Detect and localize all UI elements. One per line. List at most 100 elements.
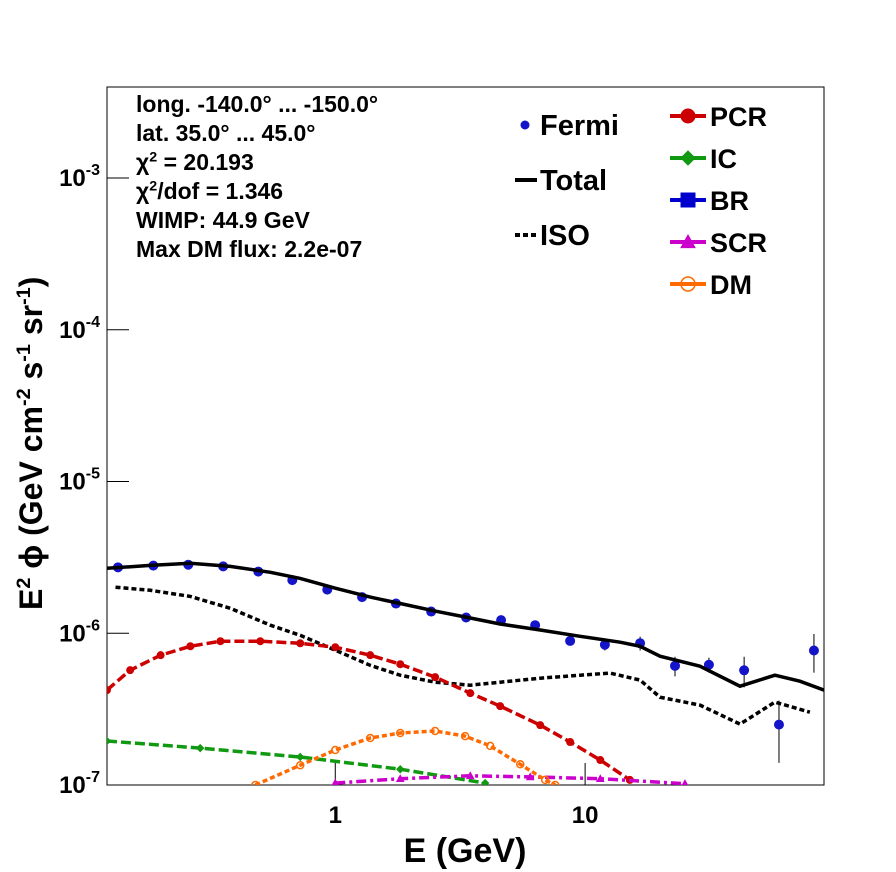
y-tick-base: 10 bbox=[59, 317, 86, 344]
marker bbox=[550, 780, 560, 785]
annotation: χ2/dof = 1.346 bbox=[136, 178, 283, 204]
marker bbox=[596, 756, 605, 765]
text-part: = 20.193 bbox=[157, 149, 254, 175]
marker bbox=[396, 765, 405, 774]
legend-item: PCR bbox=[670, 102, 767, 132]
y-tick-label: 10-6 bbox=[59, 617, 100, 647]
y-tick-label: 10-5 bbox=[59, 466, 100, 496]
legend-label: Total bbox=[540, 165, 607, 197]
text-part: χ bbox=[136, 149, 150, 175]
y-tick-label: 10-7 bbox=[59, 769, 100, 799]
marker bbox=[681, 779, 689, 785]
marker bbox=[515, 760, 525, 769]
superscript: 2 bbox=[149, 178, 157, 194]
superscript: -2 bbox=[13, 388, 35, 406]
superscript: -1 bbox=[13, 344, 35, 362]
marker bbox=[107, 736, 112, 746]
y-tick-exponent: -6 bbox=[86, 617, 100, 634]
y-axis-label: E2 ϕ (GeV cm-2 s-1 sr-1) bbox=[13, 277, 49, 610]
y-tick-exponent: -5 bbox=[86, 466, 100, 483]
marker bbox=[395, 774, 405, 783]
marker bbox=[565, 635, 576, 646]
marker bbox=[331, 643, 340, 652]
series-line bbox=[115, 585, 811, 727]
text-part: /dof = 1.346 bbox=[157, 178, 283, 204]
marker bbox=[680, 150, 696, 166]
x-tick-label: 1 bbox=[329, 802, 342, 829]
marker bbox=[670, 660, 681, 671]
marker bbox=[520, 120, 530, 130]
marker bbox=[496, 702, 505, 711]
series-line bbox=[107, 561, 824, 692]
marker bbox=[186, 642, 195, 651]
marker bbox=[296, 639, 305, 648]
marker bbox=[396, 660, 405, 669]
plot-area bbox=[107, 559, 824, 785]
annotation: χ2 = 20.193 bbox=[136, 149, 254, 175]
marker bbox=[107, 686, 111, 695]
marker bbox=[365, 733, 375, 743]
marker bbox=[808, 645, 819, 656]
marker bbox=[156, 651, 165, 660]
series-line bbox=[107, 639, 631, 782]
text-part: WIMP: 44.9 GeV bbox=[136, 207, 310, 233]
y-tick-base: 10 bbox=[59, 469, 86, 496]
superscript: 2 bbox=[149, 149, 157, 165]
marker bbox=[773, 719, 784, 730]
marker bbox=[480, 778, 490, 785]
annotation: long. -140.0° ... -150.0° bbox=[136, 91, 378, 117]
marker bbox=[366, 651, 375, 660]
marker bbox=[431, 673, 440, 682]
marker bbox=[216, 637, 225, 646]
marker bbox=[331, 745, 340, 755]
text-part: Max DM flux: 2.2e-07 bbox=[136, 236, 362, 262]
text-part: s bbox=[13, 362, 49, 389]
y-tick-exponent: -3 bbox=[86, 162, 100, 179]
superscript: 2 bbox=[13, 578, 35, 589]
marker bbox=[540, 775, 550, 785]
y-tick-label: 10-4 bbox=[59, 314, 100, 344]
marker bbox=[739, 665, 750, 676]
text-part: long. -140.0° ... -150.0° bbox=[136, 91, 378, 117]
legend-label: DM bbox=[710, 270, 752, 300]
marker bbox=[680, 192, 696, 208]
superscript: -1 bbox=[13, 287, 35, 305]
marker bbox=[430, 726, 440, 736]
marker bbox=[460, 731, 470, 741]
text-part: ϕ (GeV cm bbox=[13, 406, 49, 578]
text-part: lat. 35.0° ... 45.0° bbox=[136, 120, 316, 146]
marker bbox=[395, 728, 405, 738]
y-tick-exponent: -4 bbox=[86, 314, 100, 331]
annotation: Max DM flux: 2.2e-07 bbox=[136, 236, 362, 262]
annotation: lat. 35.0° ... 45.0° bbox=[136, 120, 316, 146]
legend-item: Total bbox=[515, 165, 607, 197]
marker bbox=[126, 666, 135, 675]
legend-item: IC bbox=[670, 144, 737, 174]
marker bbox=[680, 233, 696, 249]
marker bbox=[466, 689, 475, 698]
y-tick-base: 10 bbox=[59, 772, 86, 799]
marker bbox=[680, 276, 696, 292]
marker bbox=[680, 108, 696, 124]
legend-item: DM bbox=[670, 270, 752, 300]
x-tick-label: 10 bbox=[572, 802, 599, 829]
plot-frame bbox=[106, 86, 825, 786]
series-line bbox=[335, 774, 686, 785]
marker bbox=[536, 721, 545, 730]
text-part: sr bbox=[13, 305, 49, 344]
marker bbox=[566, 738, 575, 747]
legend-label: Fermi bbox=[540, 110, 619, 142]
legend-label: PCR bbox=[710, 102, 767, 132]
marker bbox=[595, 774, 605, 783]
annotation: WIMP: 44.9 GeV bbox=[136, 207, 310, 233]
marker bbox=[465, 771, 475, 780]
marker bbox=[331, 778, 339, 785]
y-tick-label: 10-3 bbox=[59, 162, 100, 192]
legend-item: ISO bbox=[515, 220, 590, 252]
legend-item: SCR bbox=[670, 228, 767, 258]
marker bbox=[195, 743, 205, 753]
series-line bbox=[107, 739, 486, 785]
x-axis-label: E (GeV) bbox=[404, 832, 527, 870]
